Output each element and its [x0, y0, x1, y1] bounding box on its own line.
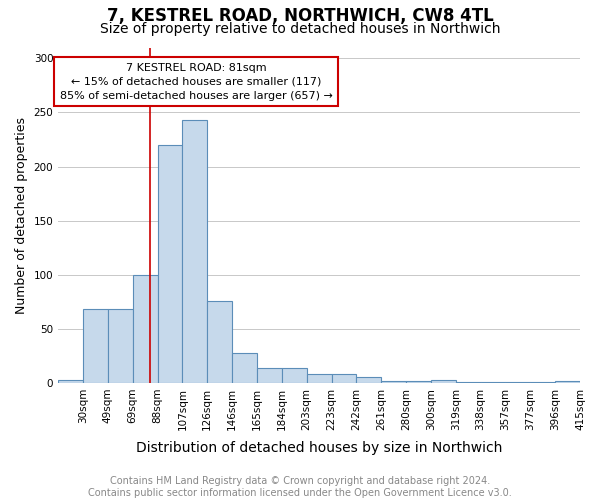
- Bar: [332, 374, 356, 383]
- Bar: [307, 374, 332, 383]
- Bar: [158, 145, 182, 383]
- Bar: [356, 378, 381, 383]
- Text: 7, KESTREL ROAD, NORTHWICH, CW8 4TL: 7, KESTREL ROAD, NORTHWICH, CW8 4TL: [107, 8, 493, 26]
- Bar: [530, 382, 555, 383]
- Bar: [257, 368, 282, 383]
- Bar: [58, 380, 83, 383]
- Bar: [505, 382, 530, 383]
- Text: Size of property relative to detached houses in Northwich: Size of property relative to detached ho…: [100, 22, 500, 36]
- Bar: [555, 380, 580, 383]
- X-axis label: Distribution of detached houses by size in Northwich: Distribution of detached houses by size …: [136, 441, 502, 455]
- Bar: [282, 368, 307, 383]
- Bar: [182, 120, 207, 383]
- Bar: [108, 310, 133, 383]
- Bar: [232, 352, 257, 383]
- Y-axis label: Number of detached properties: Number of detached properties: [15, 116, 28, 314]
- Bar: [456, 382, 481, 383]
- Text: Contains HM Land Registry data © Crown copyright and database right 2024.
Contai: Contains HM Land Registry data © Crown c…: [88, 476, 512, 498]
- Text: 7 KESTREL ROAD: 81sqm
← 15% of detached houses are smaller (117)
85% of semi-det: 7 KESTREL ROAD: 81sqm ← 15% of detached …: [60, 62, 333, 100]
- Bar: [481, 382, 505, 383]
- Bar: [381, 380, 406, 383]
- Bar: [133, 274, 158, 383]
- Bar: [406, 380, 431, 383]
- Bar: [431, 380, 456, 383]
- Bar: [207, 300, 232, 383]
- Bar: [83, 310, 108, 383]
